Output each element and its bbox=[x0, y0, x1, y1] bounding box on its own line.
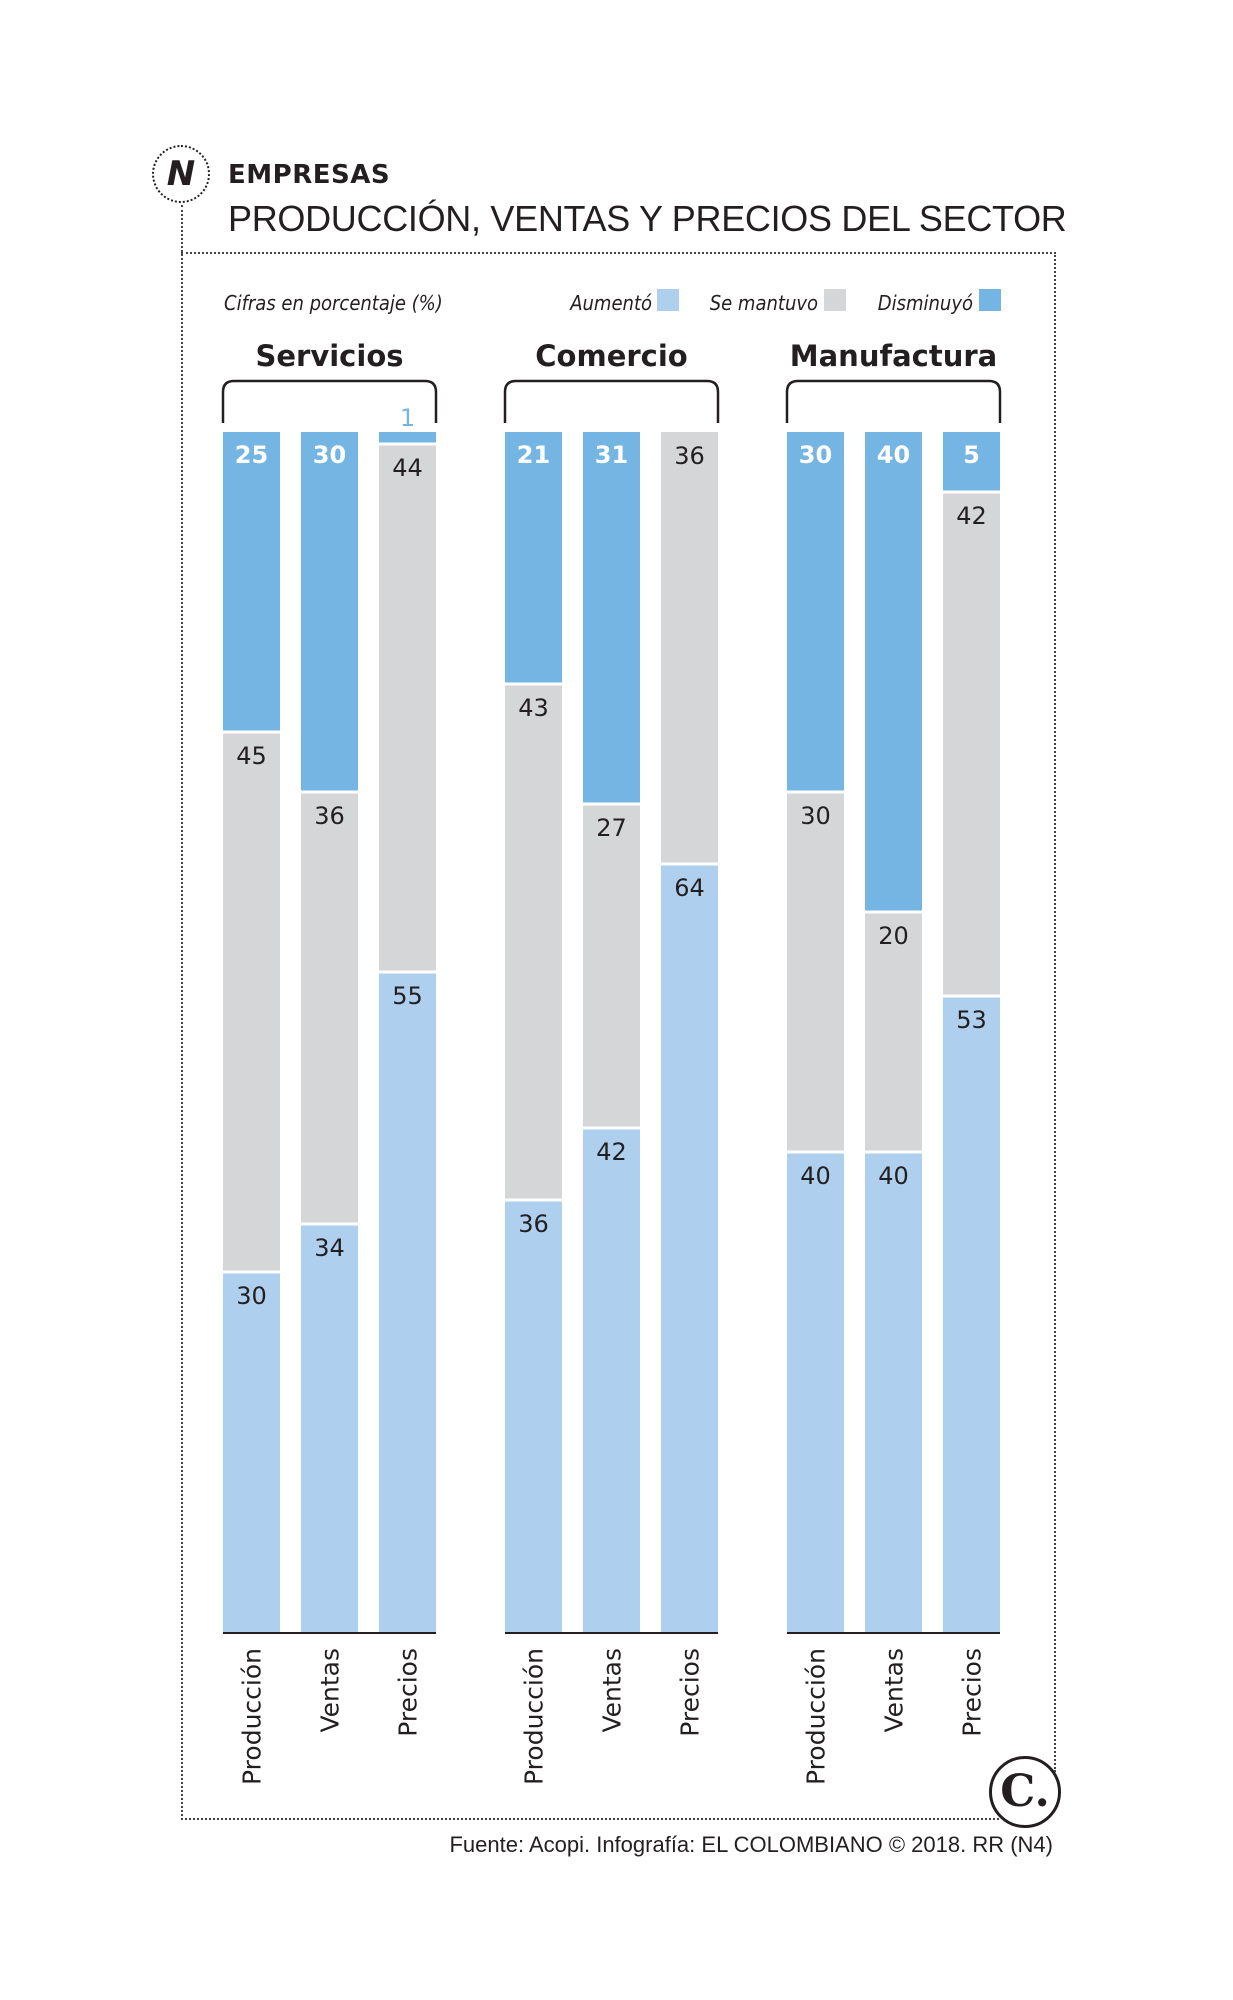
bar-comercio-ventas-disminuyo bbox=[583, 432, 640, 804]
bar-manufactura-ventas-disminuyo bbox=[865, 432, 922, 912]
group-title-manufactura: Manufactura bbox=[790, 339, 997, 373]
value-label-aumento: 53 bbox=[956, 1006, 987, 1034]
value-label-aumento: 36 bbox=[518, 1210, 549, 1238]
category-label-servicios-precios: Precios bbox=[394, 1648, 423, 1737]
value-label-se-mantuvo: 44 bbox=[392, 454, 423, 482]
bar-manufactura-precios-aumento bbox=[943, 996, 1000, 1632]
page-title: PRODUCCIÓN, VENTAS Y PRECIOS DEL SECTOR bbox=[228, 198, 1067, 239]
category-label-manufactura-precios: Precios bbox=[958, 1648, 987, 1737]
bar-comercio-ventas-se-mantuvo bbox=[583, 804, 640, 1128]
el-colombiano-glyph: C. bbox=[1000, 1766, 1050, 1817]
legend-swatch-disminuy- bbox=[979, 289, 1001, 311]
legend-label-disminuy-: Disminuyó bbox=[878, 291, 973, 315]
value-label-aumento: 42 bbox=[596, 1138, 627, 1166]
category-label-servicios-ventas: Ventas bbox=[316, 1648, 345, 1733]
bar-manufactura-precios-disminuyo bbox=[943, 432, 1000, 492]
category-label-comercio-precios: Precios bbox=[676, 1648, 705, 1737]
value-label-aumento: 34 bbox=[314, 1234, 345, 1262]
bar-manufactura-producci-n-se-mantuvo bbox=[787, 792, 844, 1152]
value-label-aumento: 40 bbox=[800, 1162, 831, 1190]
group-bracket-comercio bbox=[503, 379, 720, 423]
bar-servicios-ventas-aumento bbox=[301, 1224, 358, 1632]
value-label-se-mantuvo: 30 bbox=[800, 802, 831, 830]
bar-comercio-producci-n-aumento bbox=[505, 1200, 562, 1632]
units-note: Cifras en porcentaje (%) bbox=[224, 291, 443, 315]
bar-servicios-ventas-disminuyo bbox=[301, 432, 358, 792]
value-label-aumento: 30 bbox=[236, 1282, 267, 1310]
frame-border-bottom bbox=[181, 1818, 999, 1820]
value-label-se-mantuvo: 36 bbox=[674, 442, 705, 470]
value-label-disminuyo: 40 bbox=[877, 441, 910, 469]
legend-label-se-mantuvo: Se mantuvo bbox=[710, 291, 818, 315]
bar-servicios-producci-n-se-mantuvo bbox=[223, 732, 280, 1272]
value-label-se-mantuvo: 27 bbox=[596, 814, 627, 842]
brand-n-logo: N bbox=[152, 145, 210, 203]
legend-label-aument-: Aumentó bbox=[569, 291, 652, 315]
value-label-se-mantuvo: 43 bbox=[518, 694, 549, 722]
bar-comercio-precios-aumento bbox=[661, 864, 718, 1632]
legend-swatch-aument- bbox=[657, 289, 679, 311]
bar-comercio-producci-n-disminuyo bbox=[505, 432, 562, 684]
value-label-se-mantuvo: 45 bbox=[236, 742, 267, 770]
bar-comercio-precios-se-mantuvo bbox=[661, 432, 718, 864]
el-colombiano-logo: C. bbox=[989, 1756, 1061, 1828]
bar-comercio-producci-n-se-mantuvo bbox=[505, 684, 562, 1200]
bar-manufactura-precios-se-mantuvo bbox=[943, 492, 1000, 996]
value-label-disminuyo: 1 bbox=[400, 404, 415, 432]
frame-border-right bbox=[1054, 252, 1056, 1772]
bar-servicios-precios-disminuyo bbox=[379, 432, 436, 444]
bar-manufactura-ventas-aumento bbox=[865, 1152, 922, 1632]
bar-comercio-ventas-aumento bbox=[583, 1128, 640, 1632]
value-label-disminuyo: 5 bbox=[963, 441, 980, 469]
value-label-se-mantuvo: 36 bbox=[314, 802, 345, 830]
category-label-comercio-producci-n: Producción bbox=[520, 1648, 549, 1785]
bar-manufactura-producci-n-disminuyo bbox=[787, 432, 844, 792]
bar-servicios-producci-n-disminuyo bbox=[223, 432, 280, 732]
group-bracket-servicios bbox=[221, 379, 438, 423]
group-title-comercio: Comercio bbox=[535, 339, 687, 373]
value-label-disminuyo: 30 bbox=[313, 441, 346, 469]
brand-n-glyph: N bbox=[166, 154, 196, 194]
value-label-disminuyo: 25 bbox=[235, 441, 268, 469]
bar-servicios-precios-se-mantuvo bbox=[379, 444, 436, 972]
group-bracket-manufactura bbox=[785, 379, 1002, 423]
value-label-disminuyo: 21 bbox=[517, 441, 550, 469]
section-kicker: EMPRESAS bbox=[228, 160, 391, 190]
value-label-se-mantuvo: 42 bbox=[956, 502, 987, 530]
frame-border-top bbox=[181, 252, 1056, 254]
category-label-servicios-producci-n: Producción bbox=[238, 1648, 267, 1785]
bar-servicios-precios-aumento bbox=[379, 972, 436, 1632]
bar-manufactura-ventas-se-mantuvo bbox=[865, 912, 922, 1152]
category-label-comercio-ventas: Ventas bbox=[598, 1648, 627, 1733]
value-label-disminuyo: 30 bbox=[799, 441, 832, 469]
bar-servicios-producci-n-aumento bbox=[223, 1272, 280, 1632]
category-label-manufactura-producci-n: Producción bbox=[802, 1648, 831, 1785]
value-label-se-mantuvo: 20 bbox=[878, 922, 909, 950]
value-label-aumento: 40 bbox=[878, 1162, 909, 1190]
bar-servicios-ventas-se-mantuvo bbox=[301, 792, 358, 1224]
value-label-aumento: 64 bbox=[674, 874, 705, 902]
legend-swatch-se-mantuvo bbox=[824, 289, 846, 311]
value-label-aumento: 55 bbox=[392, 982, 423, 1010]
source-credit: Fuente: Acopi. Infografía: EL COLOMBIANO… bbox=[449, 1832, 1053, 1857]
frame-border-left bbox=[181, 205, 183, 1820]
value-label-disminuyo: 31 bbox=[595, 441, 628, 469]
category-label-manufactura-ventas: Ventas bbox=[880, 1648, 909, 1733]
bar-manufactura-producci-n-aumento bbox=[787, 1152, 844, 1632]
group-title-servicios: Servicios bbox=[255, 339, 403, 373]
